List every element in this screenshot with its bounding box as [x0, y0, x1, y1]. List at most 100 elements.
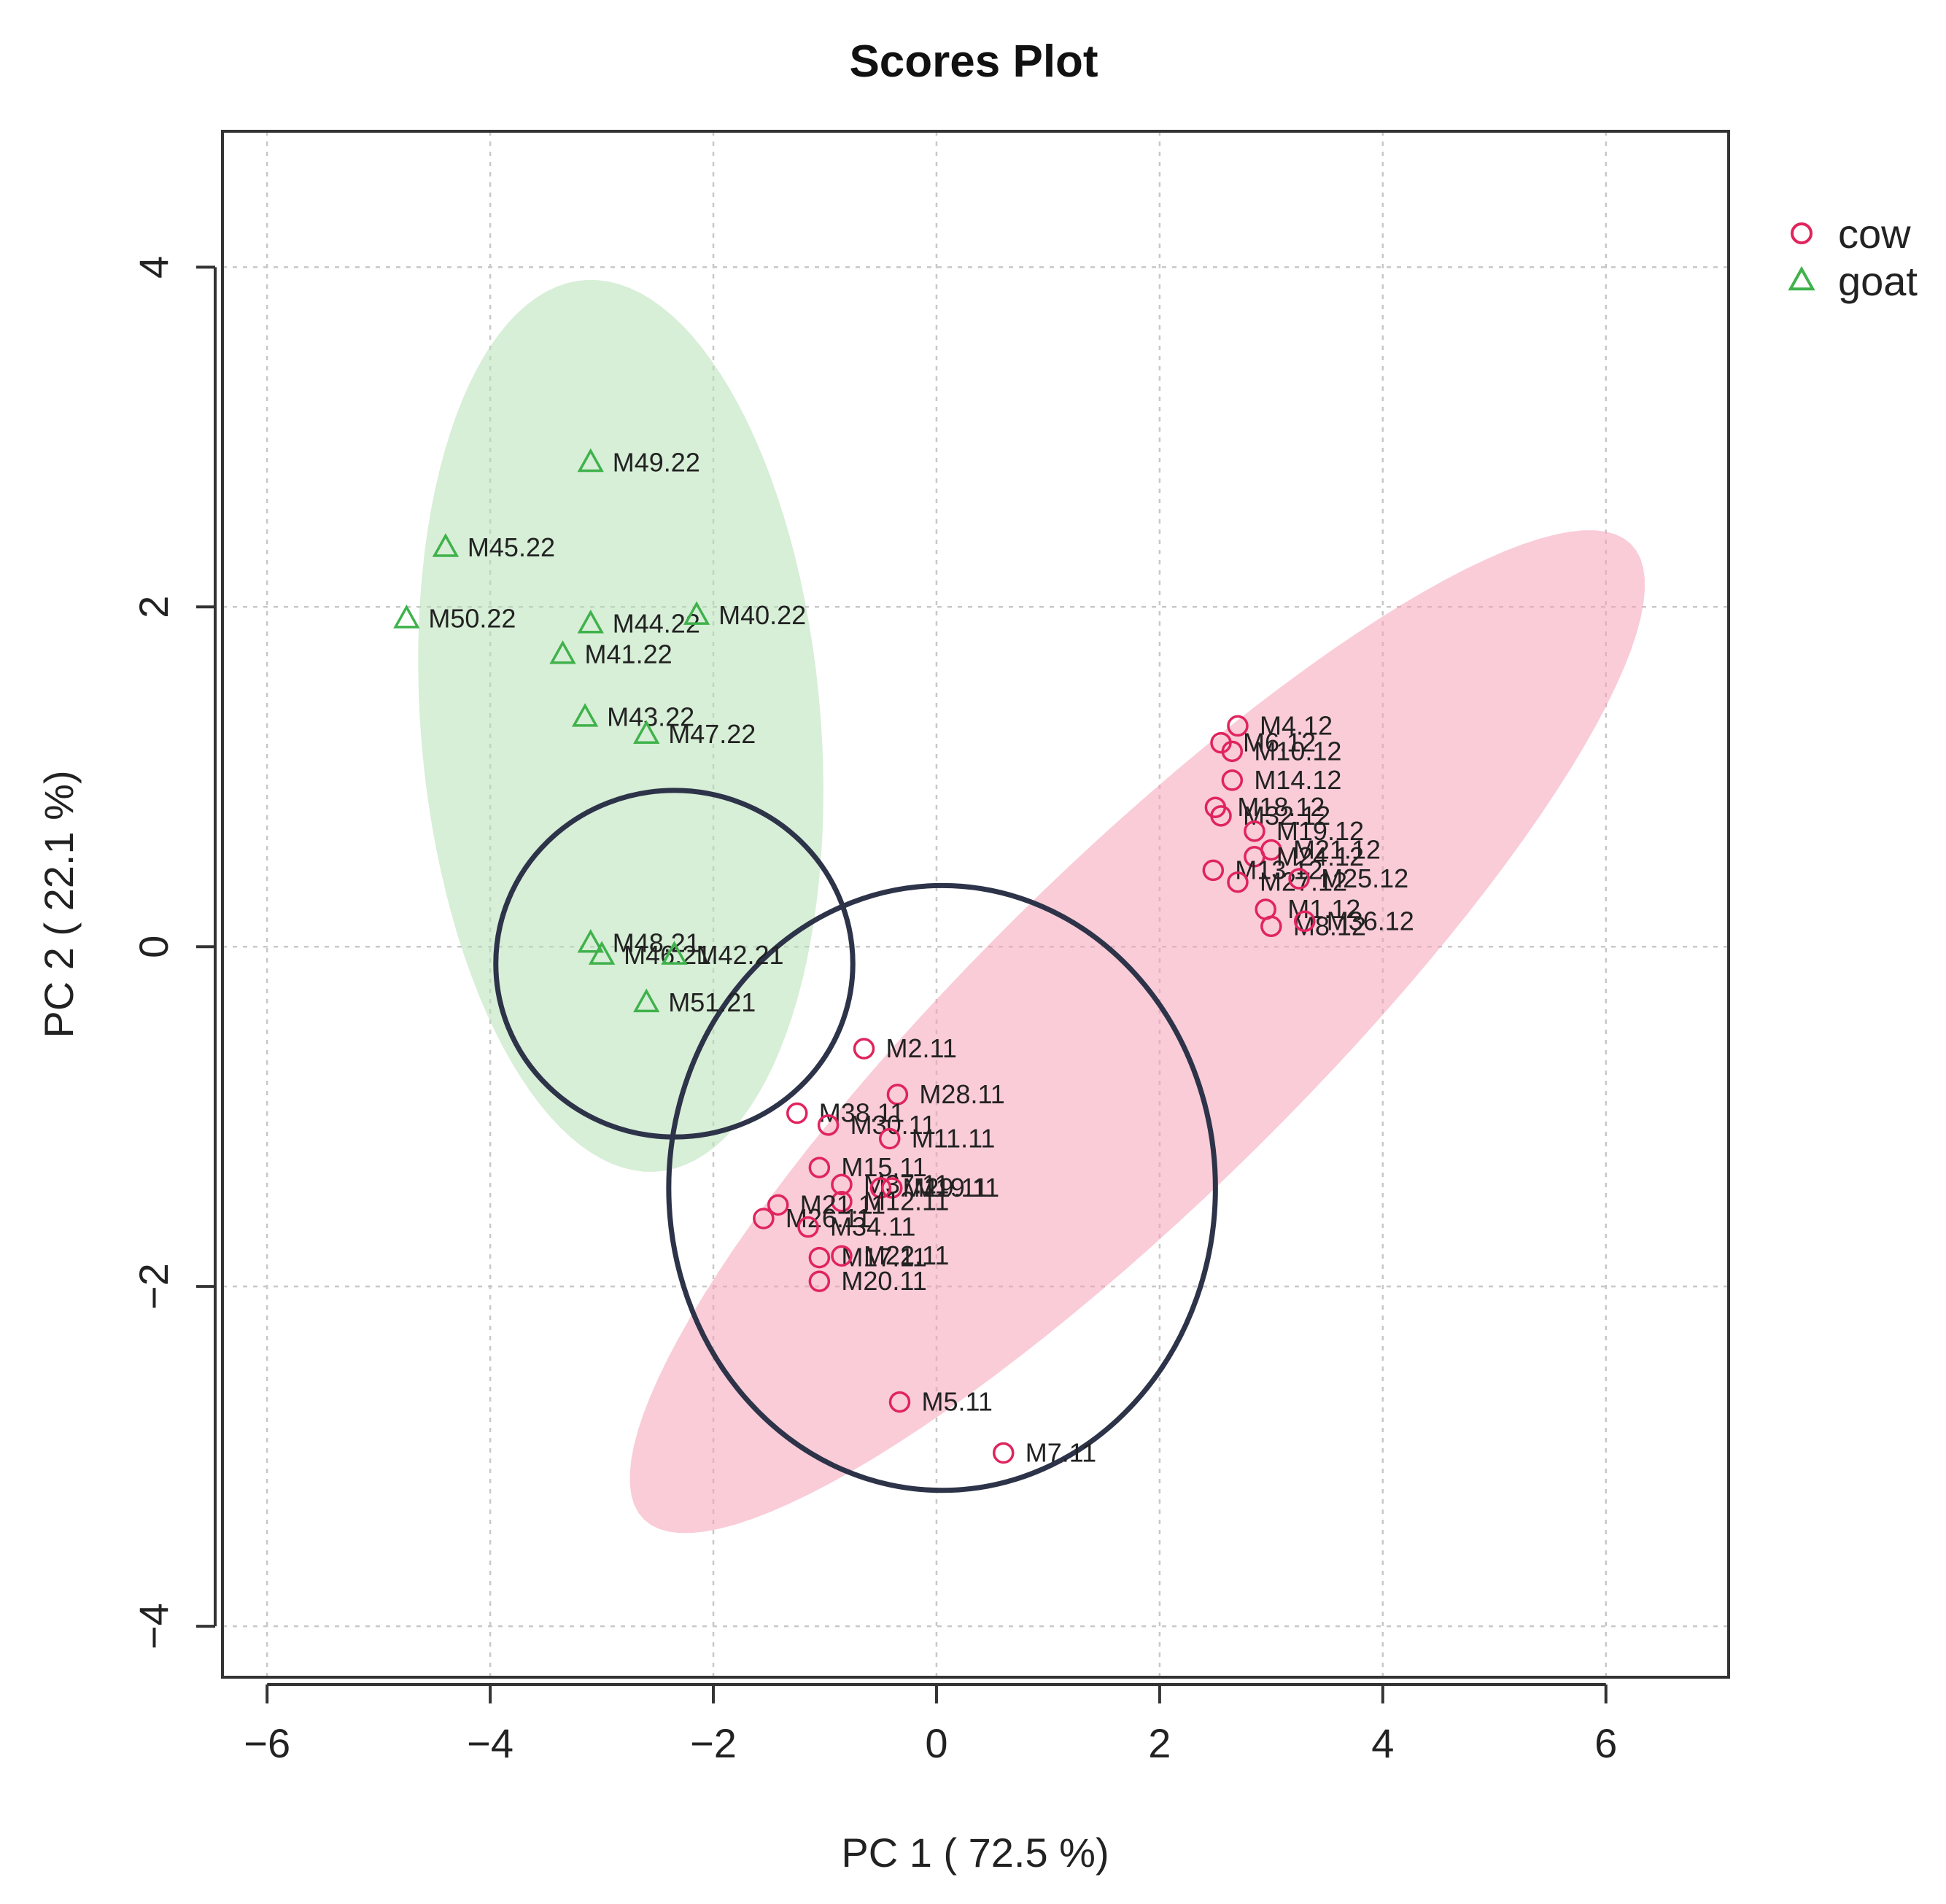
cow-point-m5-11-label: M5.11 [921, 1387, 992, 1417]
plot-frame [221, 130, 1730, 1679]
y-tick-label-0: −4 [131, 1603, 177, 1650]
cow-ellipse [629, 530, 1645, 1534]
x-tick-label-1: −4 [467, 1720, 513, 1766]
highlight-circles [493, 788, 1218, 1493]
cow-point-m38-11 [786, 1102, 808, 1124]
x-tick-label-0: −6 [244, 1720, 290, 1766]
x-tick-label-3: 0 [925, 1720, 947, 1766]
x-axis-label: PC 1 ( 72.5 %) [841, 1830, 1109, 1876]
cow-point-m25-12 [1288, 868, 1310, 890]
cow-point-m5-11 [888, 1391, 911, 1413]
goat-point-m50-22 [393, 605, 420, 629]
cow-point-m12-11-label: M12.11 [864, 1186, 949, 1216]
cow-point-m2-11-label: M2.11 [886, 1033, 957, 1063]
cow-point-m4-12-label: M4.12 [1260, 710, 1333, 740]
goat-point-m42-21-label: M42.21 [697, 940, 784, 970]
cow-point-m37-11 [831, 1173, 853, 1196]
y-tick-label-1: −2 [131, 1263, 177, 1310]
cow-point-m6-12-label: M6.12 [1243, 728, 1316, 758]
cow-point-m7-11-label: M7.11 [1026, 1437, 1096, 1467]
cow-point-m14-12-label: M14.12 [1254, 765, 1341, 795]
legend-goat-label: goat [1838, 258, 1918, 304]
cow-point-m36-12 [1293, 910, 1316, 933]
goat-point-m41-22 [549, 640, 576, 664]
cow-point-m38-11-label: M38.11 [819, 1098, 904, 1128]
cow-point-m19-11 [881, 1177, 903, 1199]
y-tick-label-3: 2 [131, 596, 177, 618]
cow-point-m19-11-label: M19.11 [914, 1173, 999, 1202]
cow-point-m34-11-label: M34.11 [830, 1212, 915, 1242]
cow-point-m26-11 [753, 1208, 775, 1229]
cow-point-m37-11-label: M37.11 [864, 1169, 949, 1199]
x-tick-label-4: 2 [1148, 1720, 1171, 1766]
cow-point-m2-11 [853, 1038, 875, 1060]
data-points: M4.12M6.12M10.12M14.12M18.12M32.12M19.12… [393, 447, 1414, 1467]
goat-point-m51-21-label: M51.21 [668, 987, 756, 1017]
cow-point-m36-12-label: M36.12 [1327, 906, 1414, 936]
cow-point-m20-11-label: M20.11 [841, 1266, 926, 1296]
goat-point-m50-22-label: M50.22 [428, 604, 516, 634]
goat-point-m40-22-label: M40.22 [718, 600, 806, 630]
cow-point-m8-12 [1260, 915, 1282, 938]
y-axis-label: PC 2 ( 22.1 %) [36, 770, 82, 1038]
cow-point-m8-12-label: M8.12 [1293, 911, 1366, 941]
legend-cow-marker [1791, 222, 1813, 244]
goat-point-m51-21 [633, 988, 660, 1013]
y-axis: −4 −2 0 2 4 [131, 256, 217, 1650]
cow-point-m29-11-label: M29.11 [902, 1173, 988, 1202]
cow-point-m30-11 [817, 1114, 840, 1136]
cow-point-m4-12 [1227, 715, 1249, 737]
group-ellipses [418, 279, 1645, 1534]
cow-point-m19-12 [1244, 820, 1265, 842]
goat-point-m45-22-label: M45.22 [468, 532, 555, 562]
cow-point-m27-12-label: M27.12 [1260, 867, 1347, 897]
cow-point-m11-11 [878, 1127, 901, 1150]
cow-point-m10-12 [1221, 740, 1244, 763]
goat-point-m43-22-label: M43.22 [607, 702, 694, 732]
cow-point-m1-12-label: M1.12 [1287, 894, 1360, 924]
cow-point-m30-11-label: M30.11 [850, 1110, 936, 1140]
grid-lines [222, 131, 1729, 1677]
cow-point-m29-11 [869, 1177, 892, 1199]
chart-title: Scores Plot [849, 36, 1098, 87]
y-tick-label-2: 0 [131, 936, 177, 958]
x-axis: −6 −4 −2 0 2 4 6 [244, 1683, 1617, 1766]
cow-point-m22-11-label: M22.11 [864, 1240, 949, 1270]
cow-point-m11-11-label: M11.11 [912, 1123, 996, 1153]
goat-ellipse [418, 279, 823, 1172]
cow-point-m21-11-label: M21.11 [800, 1189, 885, 1219]
cow-point-m25-12-label: M25.12 [1321, 863, 1408, 893]
goat-point-m42-21 [661, 941, 688, 965]
legend-cow-label: cow [1838, 211, 1911, 257]
goat-point-m47-22-label: M47.22 [668, 719, 756, 749]
cow-point-m13-12 [1202, 859, 1225, 882]
goat-point-m45-22 [432, 533, 460, 557]
cow-point-m19-12-label: M19.12 [1276, 816, 1364, 846]
cow-point-m15-11-label: M15.11 [841, 1152, 926, 1182]
x-tick-label-5: 4 [1371, 1720, 1394, 1766]
goat-point-m43-22 [571, 703, 599, 727]
cow-point-m34-11 [797, 1216, 819, 1238]
cow-point-m15-11 [808, 1157, 831, 1178]
goat-point-m48-21 [577, 928, 604, 953]
cow-point-m22-11 [831, 1245, 853, 1267]
cow-point-m27-12 [1227, 871, 1249, 893]
goat-point-m48-21-label: M48.21 [613, 928, 700, 958]
cow-point-m17-11 [808, 1246, 831, 1269]
cow-point-m14-12 [1221, 769, 1244, 791]
cow-point-m17-11-label: M17.11 [841, 1243, 926, 1272]
cow-point-m21-12-label: M21.12 [1293, 834, 1381, 864]
goat-point-m49-22-label: M49.22 [613, 447, 700, 477]
x-tick-label-2: −2 [690, 1720, 737, 1766]
goat-point-m44-22 [577, 610, 604, 634]
cow-point-m21-11 [767, 1194, 789, 1216]
goat-point-m49-22 [577, 448, 604, 473]
cow-point-m18-12-label: M18.12 [1237, 792, 1325, 822]
cow-point-m32-12 [1210, 805, 1232, 827]
highlight-circle-2 [666, 882, 1218, 1493]
y-tick-label-4: 4 [131, 256, 177, 279]
cow-point-m12-11 [831, 1190, 853, 1213]
cow-point-m32-12-label: M32.12 [1243, 801, 1330, 831]
